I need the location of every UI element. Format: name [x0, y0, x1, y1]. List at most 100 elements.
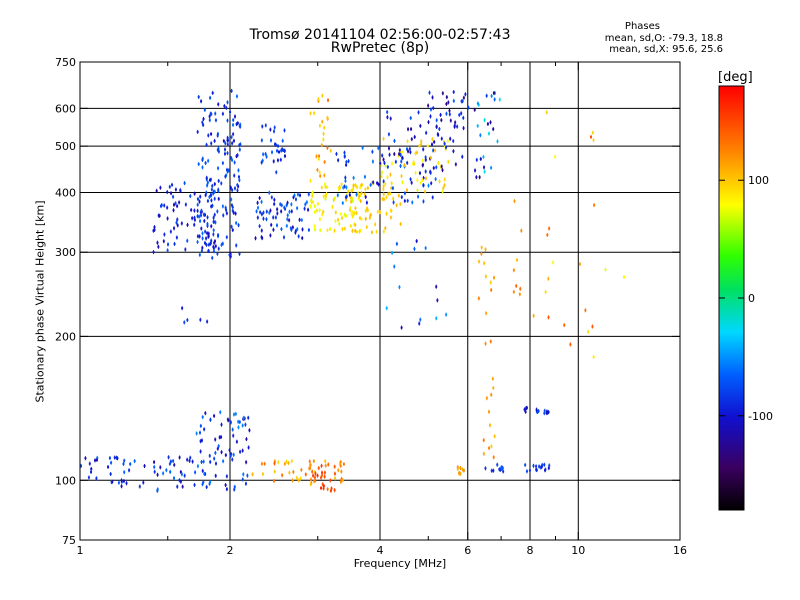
data-point [401, 159, 402, 163]
data-point [353, 184, 354, 188]
data-point [292, 478, 293, 482]
data-point [334, 472, 335, 476]
data-point [355, 223, 356, 227]
data-point [343, 186, 344, 190]
data-point [441, 137, 442, 141]
data-point [407, 161, 408, 165]
data-point [393, 200, 394, 204]
data-point [197, 214, 198, 218]
data-point [170, 470, 171, 474]
data-point [273, 159, 274, 163]
data-point [393, 197, 394, 201]
data-point [174, 203, 175, 207]
data-point [270, 209, 271, 213]
data-point [261, 462, 262, 466]
data-point [221, 181, 222, 185]
data-point [389, 153, 390, 157]
data-point [263, 217, 264, 221]
data-point [338, 468, 339, 472]
data-point [549, 463, 550, 467]
data-point [130, 462, 131, 466]
data-point [174, 242, 175, 246]
data-point [513, 268, 514, 272]
data-point [437, 132, 438, 136]
data-point [226, 474, 227, 478]
data-point [211, 224, 212, 228]
data-point [302, 236, 303, 240]
data-point [325, 182, 326, 186]
data-point [215, 438, 216, 442]
data-point [211, 239, 212, 243]
data-point [526, 406, 527, 410]
data-point [421, 139, 422, 143]
data-point [284, 149, 285, 153]
data-point [311, 198, 312, 202]
data-point [462, 99, 463, 103]
data-point [436, 285, 437, 289]
x-tick-label: 4 [377, 544, 384, 557]
data-point [320, 174, 321, 178]
data-point [476, 175, 477, 179]
ionogram-chart: 1 2 4 6 8 10 1675100200300400500600750 1000-10… [0, 0, 800, 600]
data-point [446, 102, 447, 106]
data-point [206, 176, 207, 180]
data-point [300, 476, 301, 480]
data-point [323, 132, 324, 136]
data-point [259, 196, 260, 200]
data-point [490, 340, 491, 344]
data-point [227, 136, 228, 140]
data-point [366, 201, 367, 205]
data-point [357, 185, 358, 189]
data-point [338, 158, 339, 162]
data-point [419, 322, 420, 326]
data-point [327, 116, 328, 120]
data-point [168, 455, 169, 459]
data-point [91, 467, 92, 471]
data-point [389, 146, 390, 150]
data-point [435, 148, 436, 152]
data-point [461, 111, 462, 115]
data-point [231, 452, 232, 456]
data-point [400, 222, 401, 226]
data-point [134, 459, 135, 463]
data-point [214, 239, 215, 243]
data-point [356, 193, 357, 197]
data-point [462, 155, 463, 159]
data-point [352, 199, 353, 203]
data-point [310, 466, 311, 470]
data-point [238, 425, 239, 429]
data-point [318, 97, 319, 101]
data-point [199, 431, 200, 435]
data-point [395, 160, 396, 164]
data-point [391, 181, 392, 185]
data-point [380, 210, 381, 214]
data-point [88, 475, 89, 479]
data-point [308, 208, 309, 212]
data-point [231, 203, 232, 207]
data-point [547, 233, 548, 237]
data-point [242, 477, 243, 481]
data-point [204, 241, 205, 245]
data-point [463, 126, 464, 130]
data-point [225, 175, 226, 179]
data-point [408, 149, 409, 153]
data-point [359, 194, 360, 198]
data-point [492, 377, 493, 381]
data-point [210, 480, 211, 484]
data-point [144, 464, 145, 468]
data-point [274, 479, 275, 483]
data-point [370, 183, 371, 187]
data-point [291, 202, 292, 206]
data-point [291, 209, 292, 213]
data-point [167, 190, 168, 194]
data-point [358, 191, 359, 195]
data-point [182, 485, 183, 489]
data-point [422, 163, 423, 167]
data-point [212, 184, 213, 188]
data-point [169, 185, 170, 189]
data-point [238, 223, 239, 227]
data-point [367, 206, 368, 210]
data-point [411, 127, 412, 131]
data-point [232, 458, 233, 462]
data-point [383, 230, 384, 234]
